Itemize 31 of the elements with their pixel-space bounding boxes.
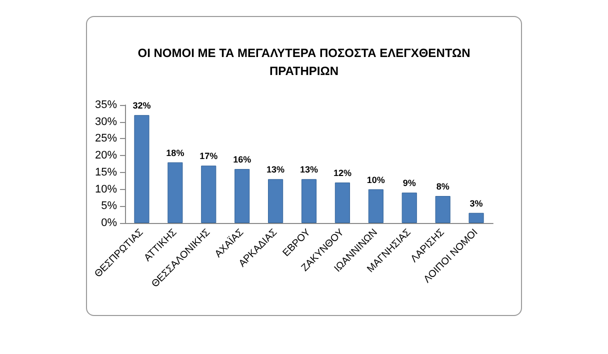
bar — [402, 192, 417, 223]
chart-title: ΟΙ ΝΟΜΟΙ ΜΕ ΤΑ ΜΕΓΑΛΥΤΕΡΑ ΠΟΣΟΣΤΑ ΕΛΕΓΧΘΕΝΤΩΝ ΠΡΑΤΗΡΙΩΝ — [138, 46, 470, 78]
data-label: 9% — [402, 178, 416, 188]
data-label: 10% — [366, 174, 385, 185]
bar — [334, 182, 350, 223]
y-tick-label: 10% — [94, 183, 118, 196]
data-label: 17% — [200, 151, 218, 162]
bar — [201, 166, 216, 223]
y-tick-label: 5% — [101, 200, 118, 212]
data-label: 13% — [266, 164, 285, 175]
bar — [234, 169, 250, 223]
y-tick-label: 0% — [101, 217, 118, 229]
data-label: 3% — [470, 198, 483, 208]
bar — [301, 179, 317, 223]
data-label: 8% — [436, 182, 450, 192]
y-tick-label: 20% — [94, 150, 118, 162]
data-label: 18% — [166, 148, 184, 158]
y-tick-label: 35% — [94, 99, 118, 111]
bar — [134, 115, 150, 223]
data-label: 32% — [132, 100, 151, 111]
y-tick-label: 30% — [94, 116, 118, 128]
bar — [268, 179, 284, 223]
bar — [368, 189, 384, 223]
bar — [435, 196, 450, 223]
y-tick-label: 15% — [94, 166, 118, 178]
data-label: 13% — [300, 164, 318, 175]
y-tick-label: 25% — [94, 132, 118, 145]
data-label: 12% — [333, 168, 352, 178]
bar — [468, 212, 484, 223]
bar — [168, 162, 183, 223]
data-label: 16% — [233, 154, 252, 165]
